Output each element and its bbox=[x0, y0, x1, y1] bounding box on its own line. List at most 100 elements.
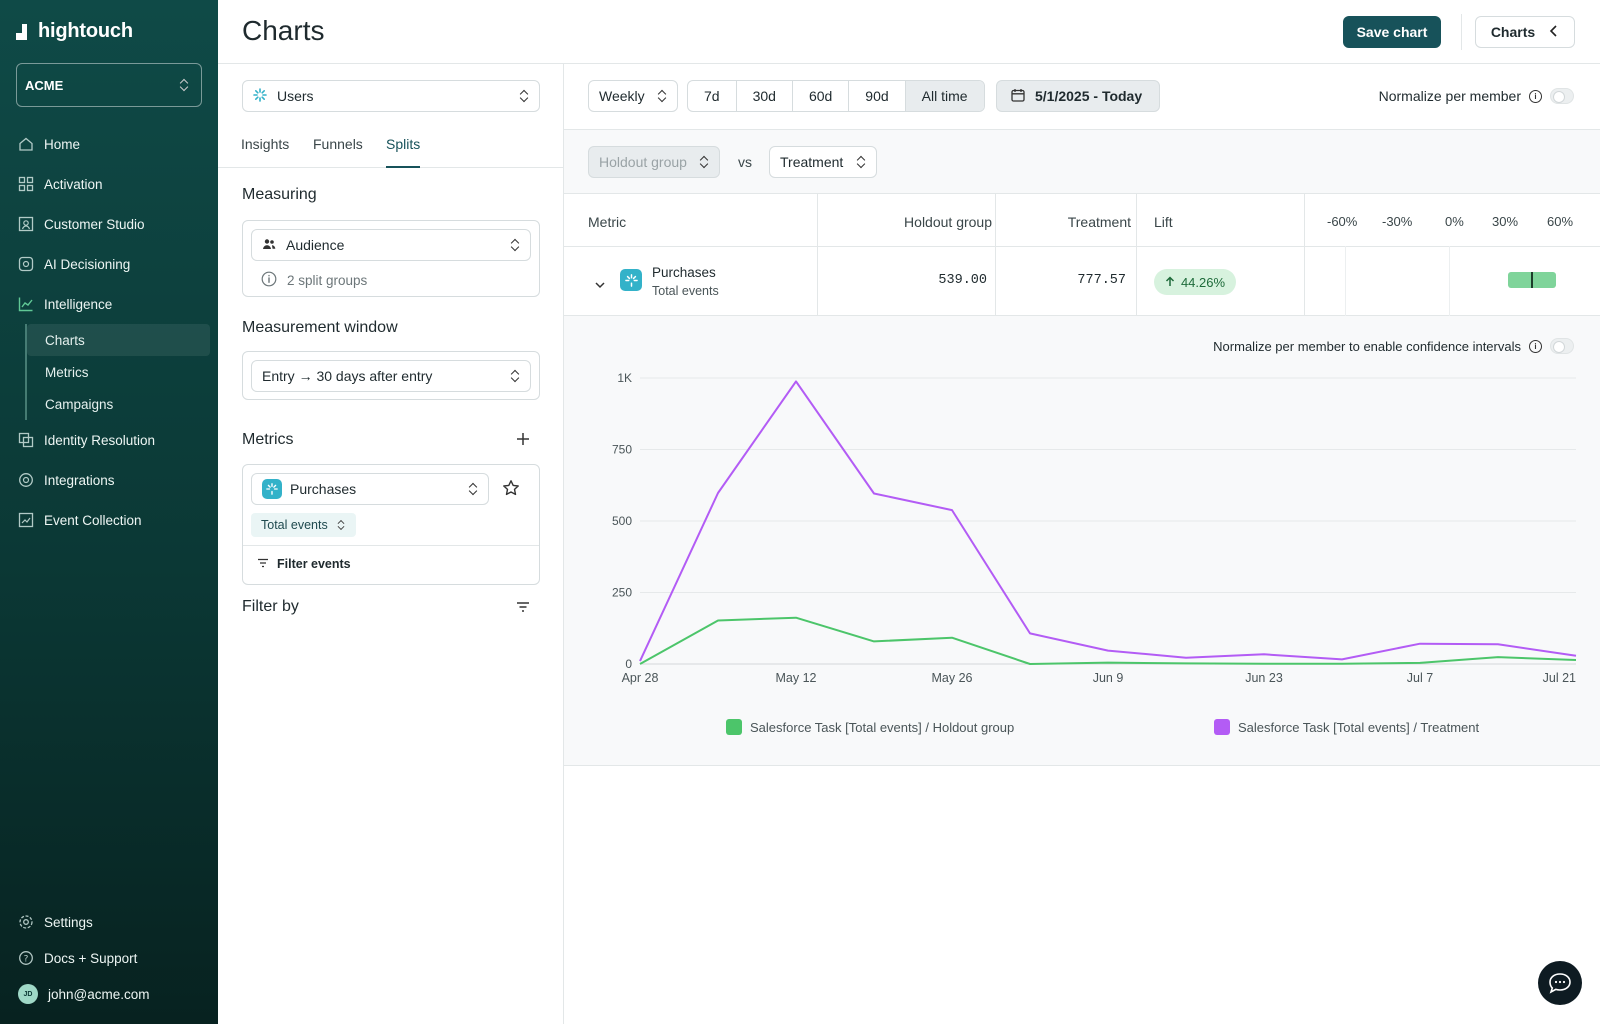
nav-item-integrations[interactable]: Integrations bbox=[0, 460, 218, 500]
ci-gridline bbox=[1345, 246, 1346, 316]
page-header: Charts Save chart Charts bbox=[218, 0, 1600, 64]
x-tick-label: Jun 23 bbox=[1245, 671, 1283, 685]
model-select[interactable]: Users bbox=[242, 80, 540, 112]
add-metric-plus-icon[interactable] bbox=[515, 431, 531, 450]
chart-normalize-toggle[interactable] bbox=[1550, 338, 1574, 354]
nav-item-intelligence[interactable]: Intelligence bbox=[0, 284, 218, 324]
metric-select[interactable]: Purchases bbox=[251, 473, 489, 505]
group-a-value: Holdout group bbox=[599, 154, 687, 170]
metric-select-value: Purchases bbox=[290, 481, 357, 497]
nav-item-home[interactable]: Home bbox=[0, 124, 218, 164]
col-divider bbox=[995, 194, 996, 316]
chat-support-button[interactable] bbox=[1538, 961, 1582, 1005]
chevron-updown-icon bbox=[699, 155, 709, 169]
app-logo[interactable]: hightouch bbox=[16, 20, 133, 43]
audience-select[interactable]: Audience bbox=[251, 229, 531, 261]
metric-event-icon bbox=[262, 479, 282, 499]
measurement-window-title: Measurement window bbox=[242, 319, 398, 336]
group-a-select[interactable]: Holdout group bbox=[588, 146, 720, 178]
nav-item-settings[interactable]: Settings bbox=[0, 904, 218, 940]
gear-icon bbox=[18, 914, 34, 930]
x-tick-label: Jul 21 bbox=[1543, 671, 1576, 685]
svg-text:?: ? bbox=[24, 955, 29, 965]
group-b-select[interactable]: Treatment bbox=[769, 146, 877, 178]
tab-insights[interactable]: Insights bbox=[241, 136, 290, 152]
user-menu[interactable]: JD john@acme.com bbox=[0, 976, 218, 1012]
main-nav: Home Activation Customer Studio AI Decis… bbox=[0, 124, 218, 540]
range-90d[interactable]: 90d bbox=[849, 81, 906, 111]
subnav-item-metrics[interactable]: Metrics bbox=[45, 364, 89, 380]
chevron-down-icon[interactable] bbox=[595, 276, 605, 292]
chart-config-panel: Users Insights Funnels Splits Measuring … bbox=[218, 64, 564, 1024]
nav-item-ai-decisioning[interactable]: AI Decisioning bbox=[0, 244, 218, 284]
normalize-toggle[interactable] bbox=[1550, 88, 1574, 104]
nav-label: Docs + Support bbox=[44, 950, 138, 966]
col-header-treatment: Treatment bbox=[1067, 214, 1131, 230]
ai-decisioning-icon bbox=[18, 256, 34, 272]
measurement-window-select[interactable]: Entry → 30 days after entry bbox=[251, 360, 531, 392]
chart-main: Weekly 7d 30d 60d 90d All time 5/1/2025 … bbox=[564, 64, 1600, 1024]
customer-studio-icon bbox=[18, 216, 34, 232]
col-header-metric: Metric bbox=[588, 214, 627, 230]
row-treatment-value: 777.57 bbox=[1077, 273, 1126, 288]
ci-tick-label: 0% bbox=[1445, 214, 1464, 229]
normalize-control: Normalize per member i bbox=[1379, 88, 1574, 104]
ci-tick-label: 30% bbox=[1492, 214, 1519, 229]
granularity-value: Weekly bbox=[599, 88, 645, 104]
metric-aggregation-select[interactable]: Total events bbox=[251, 513, 356, 537]
group-b-value: Treatment bbox=[780, 154, 844, 170]
range-all-time[interactable]: All time bbox=[905, 81, 984, 111]
granularity-select[interactable]: Weekly bbox=[588, 80, 678, 112]
y-tick-label: 1K bbox=[617, 371, 632, 385]
vs-label: vs bbox=[738, 154, 752, 170]
info-icon[interactable]: i bbox=[1529, 89, 1542, 103]
filter-by-title: Filter by bbox=[242, 598, 299, 615]
series-line-holdout bbox=[639, 616, 1577, 665]
star-icon[interactable] bbox=[502, 479, 520, 500]
subnav-item-campaigns[interactable]: Campaigns bbox=[45, 396, 114, 412]
info-icon[interactable]: i bbox=[1529, 339, 1542, 353]
identity-resolution-icon bbox=[18, 432, 34, 448]
ci-tick-label: -30% bbox=[1382, 214, 1413, 229]
tab-splits[interactable]: Splits bbox=[386, 136, 421, 168]
save-chart-button[interactable]: Save chart bbox=[1343, 16, 1441, 48]
chevron-updown-icon bbox=[519, 89, 529, 103]
results-table: Metric Holdout group Treatment Lift -60%… bbox=[564, 194, 1600, 316]
nav-item-activation[interactable]: Activation bbox=[0, 164, 218, 204]
event-collection-icon bbox=[18, 512, 34, 528]
range-7d[interactable]: 7d bbox=[688, 81, 737, 111]
legend-item-treatment[interactable]: Salesforce Task [Total events] / Treatme… bbox=[1214, 719, 1479, 735]
chevron-updown-icon bbox=[510, 238, 520, 252]
date-range-picker[interactable]: 5/1/2025 - Today bbox=[996, 80, 1160, 112]
nav-item-customer-studio[interactable]: Customer Studio bbox=[0, 204, 218, 244]
chart-area: Normalize per member to enable confidenc… bbox=[564, 316, 1600, 766]
ci-zero-line bbox=[1449, 246, 1450, 316]
y-tick-label: 500 bbox=[612, 514, 632, 528]
split-groups-text: 2 split groups bbox=[287, 273, 368, 288]
audience-select-value: Audience bbox=[286, 237, 345, 253]
nav-item-identity-resolution[interactable]: Identity Resolution bbox=[0, 420, 218, 460]
header-divider bbox=[1461, 14, 1462, 50]
charts-panel-button[interactable]: Charts bbox=[1475, 16, 1575, 48]
split-groups-info: 2 split groups bbox=[261, 271, 367, 290]
range-30d[interactable]: 30d bbox=[737, 81, 793, 111]
filter-events-button[interactable]: Filter events bbox=[257, 557, 351, 571]
col-header-holdout: Holdout group bbox=[904, 214, 992, 230]
legend-item-holdout[interactable]: Salesforce Task [Total events] / Holdout… bbox=[726, 719, 1014, 735]
group-comparison-bar: Holdout group vs Treatment bbox=[564, 130, 1600, 194]
tab-funnels[interactable]: Funnels bbox=[313, 136, 363, 152]
ci-tick-label: -60% bbox=[1327, 214, 1358, 229]
nav-item-docs-support[interactable]: ? Docs + Support bbox=[0, 940, 218, 976]
filter-icon bbox=[257, 557, 269, 571]
subnav-item-charts[interactable]: Charts bbox=[27, 324, 210, 356]
logo-mark-icon bbox=[16, 23, 32, 40]
range-60d[interactable]: 60d bbox=[793, 81, 850, 111]
page-title: Charts bbox=[242, 15, 325, 46]
users-group-icon bbox=[262, 237, 276, 253]
metric-aggregation-value: Total events bbox=[261, 518, 328, 532]
chevron-updown-icon bbox=[856, 155, 866, 169]
filter-by-icon[interactable] bbox=[516, 600, 530, 616]
x-tick-label: Jul 7 bbox=[1407, 671, 1433, 685]
nav-item-event-collection[interactable]: Event Collection bbox=[0, 500, 218, 540]
workspace-switcher[interactable]: ACME bbox=[16, 63, 202, 107]
